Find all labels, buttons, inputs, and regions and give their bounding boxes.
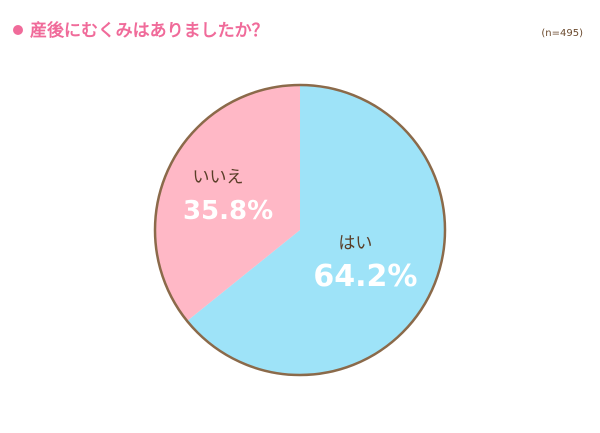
- category-label: はい: [338, 233, 372, 253]
- value-label: 64.2%: [313, 259, 417, 294]
- sample-note: (n=495): [541, 28, 583, 39]
- pie-slice: [187, 85, 445, 375]
- title-bullet: [13, 25, 23, 35]
- chart-title: 産後にむくみはありましたか？: [30, 20, 269, 41]
- value-label: 35.8%: [183, 196, 273, 226]
- pie-border: [153, 83, 447, 377]
- pie-slice: [155, 85, 300, 322]
- category-label: いいえ: [193, 168, 244, 188]
